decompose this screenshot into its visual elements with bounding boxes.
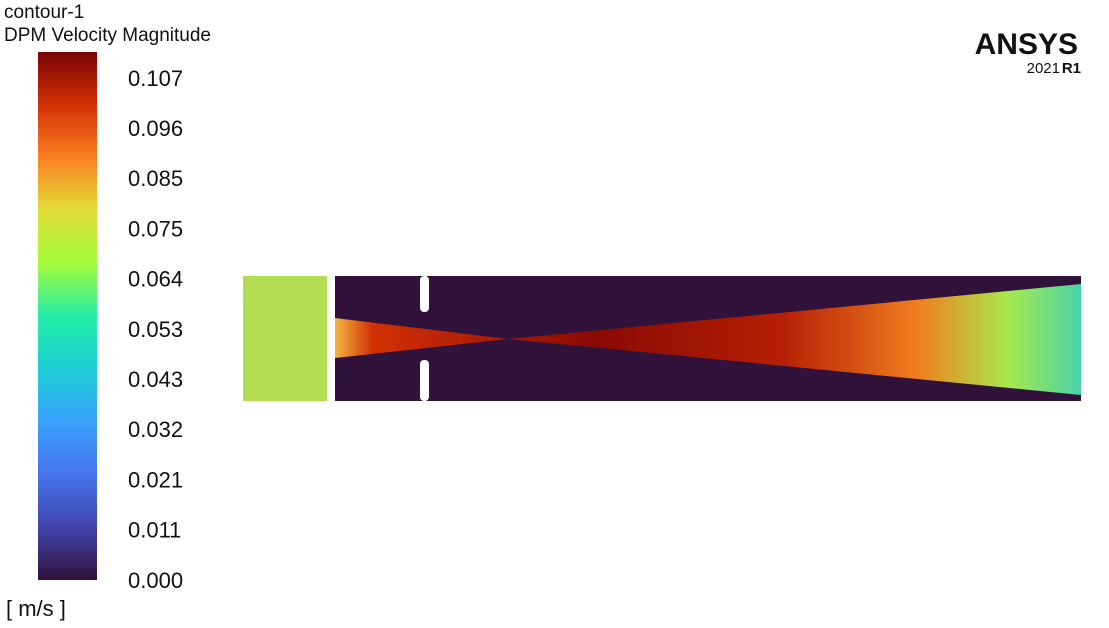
colorbar-label: 0.032	[128, 417, 183, 442]
colorbar-label: 0.085	[128, 166, 183, 191]
unit: [ m/s ]	[6, 596, 66, 621]
colorbar-label: 0.011	[128, 518, 181, 543]
contour-name: contour-1	[4, 2, 84, 23]
particle-plume	[335, 284, 1081, 395]
domain	[243, 276, 1081, 401]
colorbar-label: 0.064	[128, 267, 183, 292]
slot	[420, 360, 429, 401]
logo-version: 2021	[1027, 60, 1060, 77]
colorbar-label: 0.107	[128, 66, 183, 91]
colorbar-label: 0.000	[128, 568, 183, 593]
logo-release: R1	[1062, 60, 1081, 77]
colorbar	[38, 52, 97, 580]
colorbar-label: 0.075	[128, 216, 183, 241]
inlet	[243, 276, 327, 401]
colorbar-label: 0.043	[128, 367, 183, 392]
quantity-name: DPM Velocity Magnitude	[4, 25, 211, 46]
logo-brand: ANSYS	[975, 28, 1078, 61]
colorbar-label: 0.021	[128, 467, 183, 492]
colorbar-labels: 0.107 0.096 0.085 0.075 0.064 0.053 0.043 0.032…	[128, 66, 183, 593]
colorbar-label: 0.053	[128, 317, 183, 342]
colorbar-label: 0.096	[128, 116, 183, 141]
slot	[420, 276, 429, 312]
